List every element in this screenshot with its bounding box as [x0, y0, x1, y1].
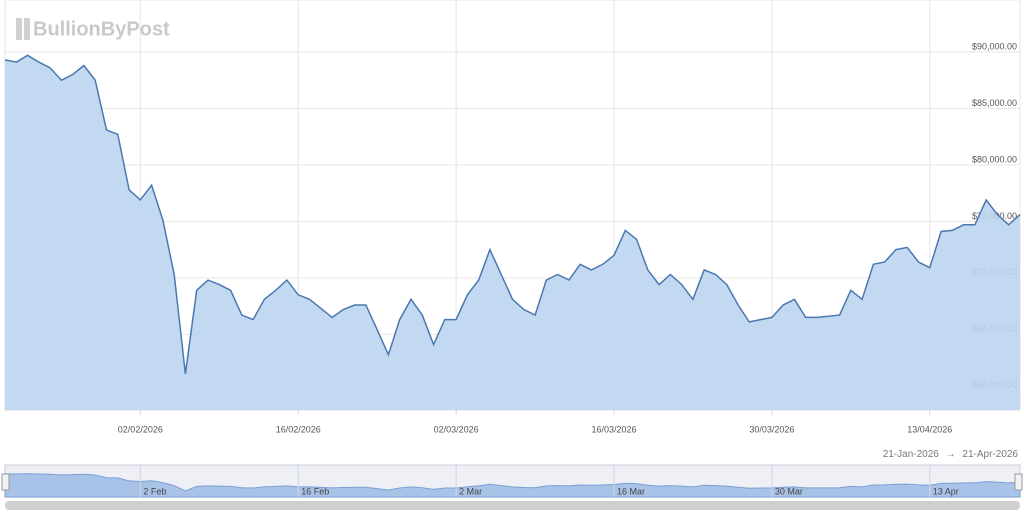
- navigator-tick-label: 13 Apr: [933, 486, 959, 496]
- range-separator: →: [945, 449, 956, 460]
- y-tick-label: $80,000.00: [972, 154, 1017, 164]
- scrollbar[interactable]: [5, 501, 1020, 510]
- watermark-logo: BullionByPost: [16, 18, 170, 40]
- x-tick-label: 16/02/2026: [276, 424, 321, 434]
- x-tick-label: 02/02/2026: [118, 424, 163, 434]
- y-tick-label: $85,000.00: [972, 98, 1017, 108]
- range-from: 21-Jan-2026: [882, 449, 939, 460]
- navigator-handle[interactable]: [1, 473, 10, 491]
- watermark: BullionByPost: [33, 18, 170, 40]
- x-tick-label: 13/04/2026: [907, 424, 952, 434]
- x-tick-label: 16/03/2026: [591, 424, 636, 434]
- navigator-tick-label: 16 Mar: [617, 486, 645, 496]
- navigator-tick-label: 16 Feb: [301, 486, 329, 496]
- navigator-tick-label: 2 Feb: [143, 486, 166, 496]
- navigator-area: [4, 473, 1021, 498]
- range-to: 21-Apr-2026: [962, 449, 1018, 460]
- x-tick-label: 30/03/2026: [749, 424, 794, 434]
- plot: $60,000.00$65,000.00$70,000.00$75,000.00…: [4, 41, 1021, 434]
- area: [5, 55, 1020, 411]
- navigator-tick-label: 30 Mar: [775, 486, 803, 496]
- y-tick-label: $90,000.00: [972, 41, 1017, 51]
- navigator-tick-label: 2 Mar: [459, 486, 482, 496]
- navigator-handle[interactable]: [1014, 473, 1023, 491]
- line: [4, 54, 1021, 375]
- x-tick-label: 02/03/2026: [434, 424, 479, 434]
- navigator-plot: 2 Feb 16 Feb 2 Mar 16 Mar 30 Mar 13 Apr: [4, 465, 1021, 498]
- range-display: 21-Jan-2026 → 21-Apr-2026: [879, 449, 1018, 460]
